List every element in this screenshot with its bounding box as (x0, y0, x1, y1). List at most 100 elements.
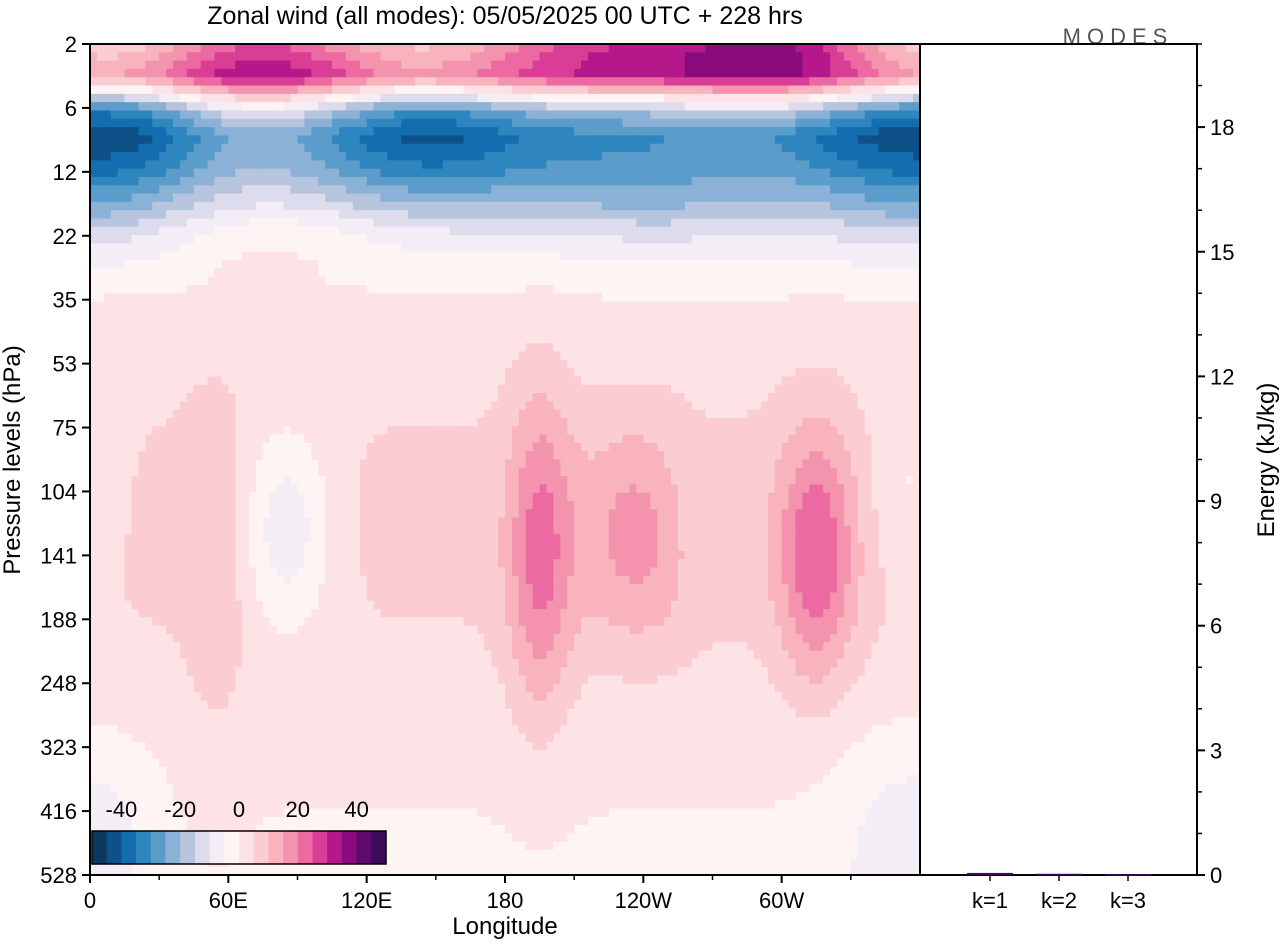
heatmap-cell (166, 351, 174, 361)
heatmap-cell (726, 93, 734, 103)
heatmap-cell (760, 210, 769, 220)
heatmap-cell (733, 218, 741, 228)
heatmap-cell (726, 218, 734, 228)
heatmap-cell (760, 118, 769, 128)
heatmap-cell (352, 201, 361, 211)
heatmap-cell (774, 160, 783, 170)
heatmap-cell (546, 301, 555, 311)
heatmap-cell (636, 343, 644, 353)
heatmap-cell (339, 44, 347, 53)
heatmap-cell (498, 110, 506, 120)
heatmap-cell (581, 251, 589, 261)
heatmap-cell (276, 135, 285, 145)
heatmap-cell (214, 235, 223, 245)
heatmap-cell (276, 384, 285, 394)
heatmap-cell (643, 351, 651, 361)
heatmap-cell (809, 251, 817, 261)
heatmap-cell (249, 326, 257, 336)
heatmap-cell (110, 309, 119, 319)
heatmap-cell (221, 376, 229, 386)
heatmap-cell (622, 251, 631, 261)
heatmap-cell (726, 77, 734, 87)
heatmap-cell (664, 235, 672, 245)
heatmap-cell (332, 226, 340, 236)
heatmap-cell (560, 210, 568, 220)
heatmap-cell (332, 309, 340, 319)
heatmap-cell (864, 301, 873, 311)
heatmap-cell (684, 102, 693, 112)
heatmap-cell (401, 309, 409, 319)
heatmap-cell (629, 251, 638, 261)
heatmap-cell (228, 143, 236, 153)
heatmap-cell (318, 176, 326, 186)
heatmap-cell (878, 276, 887, 286)
heatmap-cell (422, 326, 430, 336)
heatmap-cell (781, 368, 790, 377)
heatmap-cell (276, 309, 285, 319)
heatmap-cell (712, 118, 721, 128)
heatmap-cell (677, 44, 686, 53)
heatmap-cell (235, 243, 243, 253)
heatmap-cell (747, 52, 755, 62)
heatmap-cell (622, 85, 631, 95)
heatmap-cell (207, 118, 216, 128)
heatmap-cell (276, 85, 285, 95)
heatmap-cell (677, 210, 686, 220)
heatmap-cell (221, 60, 229, 70)
heatmap-cell (622, 118, 631, 128)
heatmap-cell (422, 44, 430, 53)
heatmap-cell (435, 326, 444, 336)
heatmap-cell (664, 102, 672, 112)
heatmap-cell (539, 68, 548, 78)
heatmap-cell (705, 284, 714, 294)
heatmap-cell (311, 284, 319, 294)
heatmap-cell (767, 326, 776, 336)
heatmap-cell (629, 68, 638, 78)
heatmap-cell (262, 176, 271, 186)
heatmap-cell (339, 68, 347, 78)
heatmap-cell (311, 276, 319, 286)
heatmap-cell (408, 326, 416, 336)
heatmap-cell (899, 243, 907, 253)
heatmap-cell (664, 268, 672, 278)
heatmap-cell (186, 384, 195, 394)
heatmap-cell (643, 68, 651, 78)
heatmap-cell (788, 44, 797, 53)
heatmap-cell (837, 210, 845, 220)
heatmap-cell (283, 201, 292, 211)
heatmap-cell (740, 168, 748, 178)
heatmap-cell (145, 351, 153, 361)
heatmap-cell (525, 284, 534, 294)
heatmap-cell (428, 110, 437, 120)
heatmap-cell (740, 226, 748, 236)
heatmap-cell (131, 251, 140, 261)
heatmap-cell (588, 210, 596, 220)
heatmap-cell (449, 193, 458, 203)
heatmap-cell (269, 185, 278, 195)
heatmap-cell (615, 226, 624, 236)
heatmap-cell (110, 110, 119, 120)
heatmap-cell (415, 384, 423, 394)
heatmap-cell (311, 351, 319, 361)
heatmap-cell (498, 218, 506, 228)
heatmap-cell (608, 110, 617, 120)
heatmap-cell (138, 218, 146, 228)
heatmap-cell (594, 359, 603, 369)
heatmap-cell (760, 318, 769, 328)
heatmap-cell (256, 135, 264, 145)
heatmap-cell (774, 260, 783, 269)
heatmap-cell (809, 152, 817, 161)
heatmap-cell (733, 260, 741, 269)
heatmap-cell (885, 68, 893, 78)
heatmap-cell (352, 334, 361, 344)
heatmap-cell (864, 343, 873, 353)
heatmap-cell (186, 276, 195, 286)
heatmap-cell (650, 235, 658, 245)
heatmap-cell (837, 235, 845, 245)
heatmap-cell (622, 301, 631, 311)
heatmap-cell (366, 143, 375, 153)
heatmap-cell (145, 210, 153, 220)
heatmap-field (90, 44, 921, 876)
heatmap-cell (518, 334, 527, 344)
heatmap-cell (339, 52, 347, 62)
